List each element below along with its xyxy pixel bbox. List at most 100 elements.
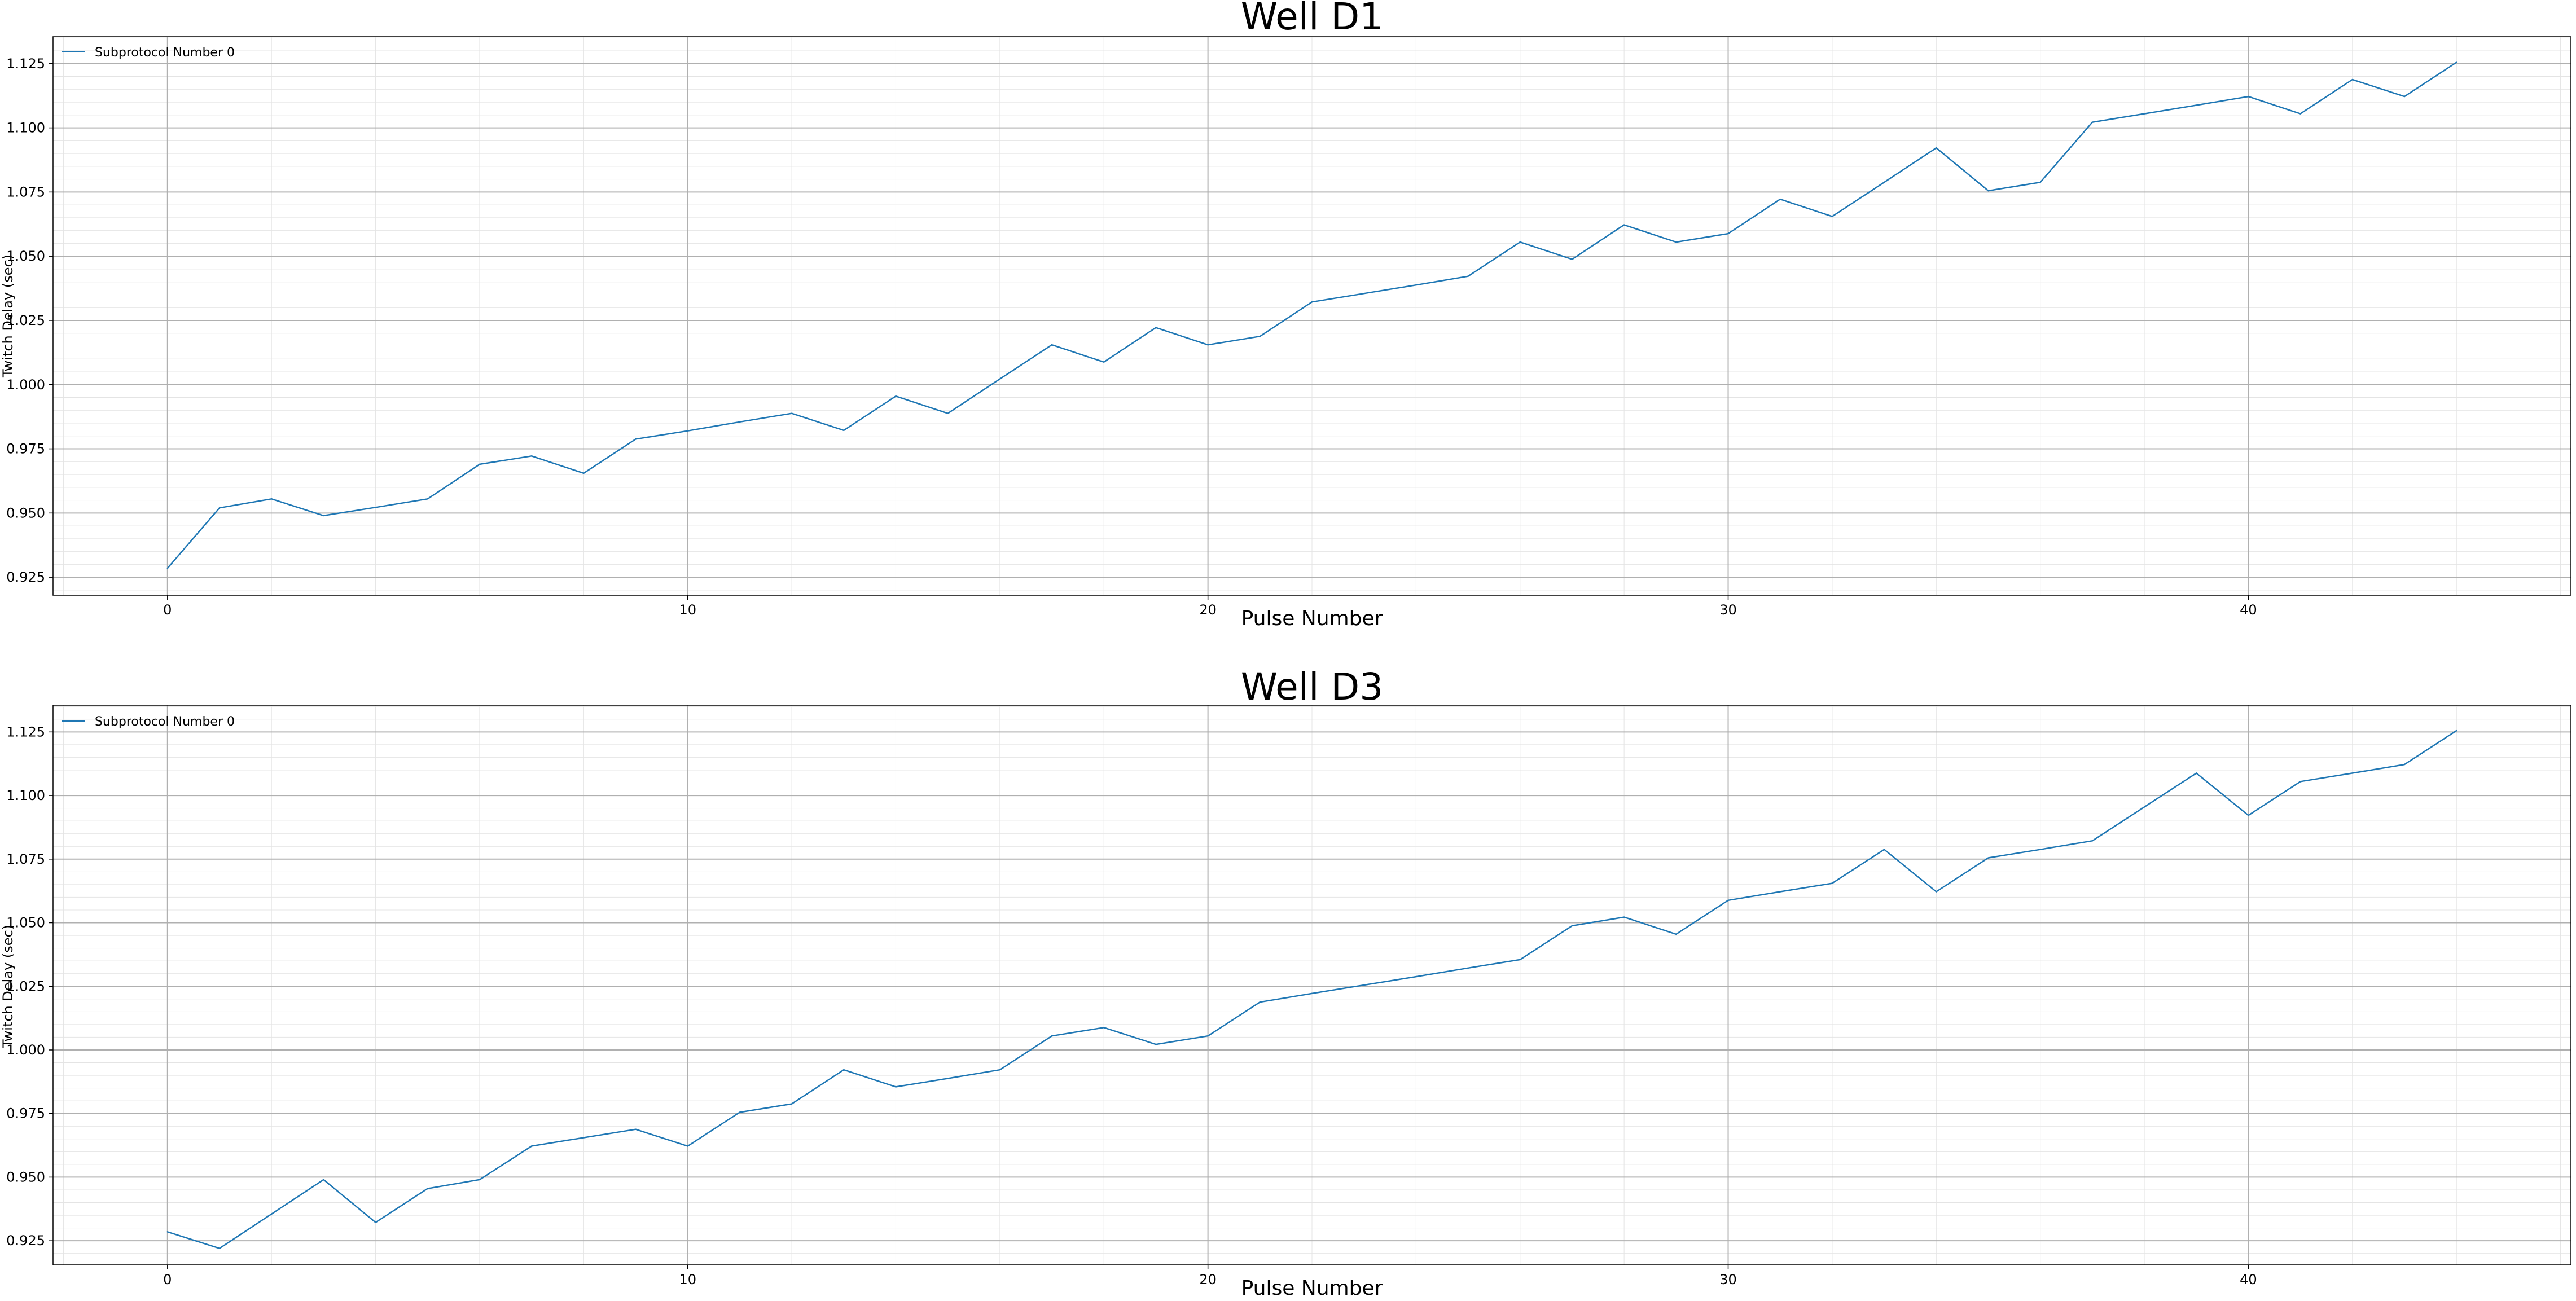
data-point	[583, 472, 585, 474]
data-point	[1467, 967, 1469, 969]
data-point	[2403, 763, 2406, 766]
data-point	[1519, 241, 1521, 243]
x-tick-label: 40	[2240, 1272, 2257, 1287]
data-point	[2091, 121, 2094, 123]
data-point	[635, 438, 637, 440]
data-point	[1571, 925, 1573, 927]
data-point	[1519, 959, 1521, 961]
data-point	[2351, 78, 2354, 81]
grid	[53, 705, 2571, 1265]
legend: Subprotocol Number 0	[62, 715, 235, 729]
data-point	[1779, 891, 1781, 893]
x-tick-label: 10	[679, 1272, 696, 1287]
data-point	[2455, 729, 2457, 732]
data-point	[1987, 190, 1989, 192]
data-point	[1571, 258, 1573, 260]
x-tick-label: 30	[1719, 602, 1737, 618]
chart-panel-well-d1: Well D1 0 10 20 30 40 0.925 0.950 0.975 1.000 1.…	[0, 0, 2571, 630]
x-tick-label: 20	[1199, 602, 1217, 618]
data-point	[1311, 992, 1313, 995]
y-tick-label: 1.050	[6, 915, 45, 931]
data-point	[530, 1145, 533, 1147]
x-tick-label: 30	[1719, 1272, 1737, 1287]
x-axis-ticks: 0 10 20 30 40	[163, 595, 2257, 618]
data-point	[1103, 1027, 1105, 1029]
x-tick-label: 20	[1199, 1272, 1217, 1287]
data-point	[166, 1231, 169, 1233]
data-point	[1207, 344, 1209, 346]
y-tick-label: 0.925	[6, 1233, 45, 1249]
y-tick-label: 1.125	[6, 56, 45, 72]
data-point	[1936, 891, 1937, 893]
legend-label: Subprotocol Number 0	[95, 715, 235, 729]
y-tick-label: 1.000	[6, 1042, 45, 1058]
x-axis-ticks: 0 10 20 30 40	[163, 1265, 2257, 1287]
data-point	[635, 1128, 637, 1130]
y-tick-label: 0.950	[6, 1169, 45, 1185]
y-axis-ticks: 0.925 0.950 0.975 1.000 1.025 1.050 1.075 1.100…	[6, 56, 53, 585]
data-point	[895, 395, 897, 397]
data-point	[1936, 147, 1937, 149]
data-point	[323, 515, 324, 517]
data-point	[843, 429, 845, 431]
x-tick-label: 10	[679, 602, 696, 618]
data-point	[1675, 241, 1677, 243]
data-point	[1207, 1035, 1209, 1037]
y-tick-label: 1.025	[6, 978, 45, 994]
data-point	[2039, 849, 2041, 850]
data-point	[999, 1069, 1001, 1071]
data-point	[2039, 181, 2041, 183]
data-point	[1467, 275, 1469, 277]
data-point	[687, 430, 688, 432]
data-point	[323, 1179, 324, 1181]
data-point	[1883, 181, 1885, 183]
data-point	[375, 507, 376, 508]
data-point	[843, 1069, 845, 1071]
chart-panel-well-d3: Well D3 0 10 20 30 40 0.925 0.950 0.975 1.000 1.…	[0, 665, 2571, 1300]
data-point	[1883, 849, 1885, 850]
data-point	[1311, 301, 1313, 303]
data-point	[218, 1247, 221, 1249]
data-point	[270, 1213, 273, 1215]
data-point	[583, 1137, 585, 1139]
data-point	[947, 412, 949, 414]
x-tick-label: 0	[163, 1272, 172, 1287]
data-point	[2299, 781, 2301, 783]
data-point	[270, 498, 273, 500]
data-point	[1727, 232, 1729, 235]
plot-frame	[52, 705, 2571, 1265]
x-axis-label: Pulse Number	[1241, 1277, 1383, 1300]
data-point	[2143, 113, 2145, 115]
data-point	[739, 1111, 741, 1113]
data-point	[1363, 292, 1365, 295]
data-point	[479, 1179, 481, 1181]
data-point	[1779, 198, 1781, 200]
data-point	[2299, 113, 2301, 115]
data-point	[1831, 216, 1833, 217]
data-point	[427, 1188, 428, 1189]
data-point	[1727, 899, 1729, 902]
data-point	[1155, 327, 1157, 328]
data-point	[479, 463, 481, 465]
legend-label: Subprotocol Number 0	[95, 46, 235, 60]
x-axis-label: Pulse Number	[1241, 607, 1383, 630]
legend: Subprotocol Number 0	[62, 46, 235, 60]
y-tick-label: 0.975	[6, 441, 45, 457]
y-tick-label: 0.975	[6, 1106, 45, 1122]
data-point	[1051, 1035, 1053, 1037]
data-point	[166, 568, 169, 569]
chart-title: Well D3	[1241, 665, 1383, 709]
data-point	[999, 378, 1001, 380]
data-point	[1259, 1001, 1261, 1003]
data-point	[1259, 335, 1261, 337]
y-tick-label: 1.075	[6, 184, 45, 200]
x-tick-label: 40	[2240, 602, 2257, 618]
data-point	[2403, 95, 2406, 98]
data-point	[2143, 806, 2145, 808]
data-point	[2091, 840, 2094, 842]
series-layer	[166, 61, 2457, 569]
data-point	[2196, 772, 2197, 774]
data-point	[791, 1103, 793, 1105]
y-tick-label: 1.075	[6, 851, 45, 867]
